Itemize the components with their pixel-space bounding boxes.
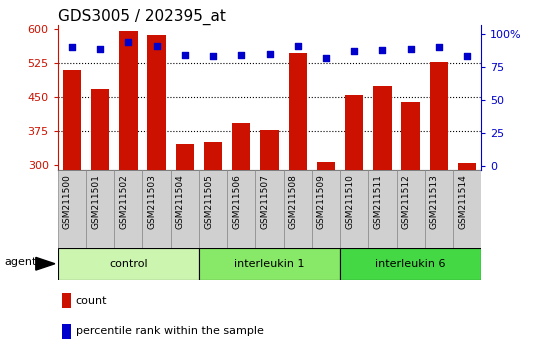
Bar	[175, 144, 194, 170]
Bar	[63, 70, 81, 170]
Point	[180, 52, 189, 58]
FancyBboxPatch shape	[340, 248, 481, 280]
Text: count: count	[75, 296, 107, 306]
Bar	[289, 53, 307, 170]
FancyBboxPatch shape	[58, 170, 86, 248]
Point	[152, 43, 161, 49]
Bar	[373, 86, 392, 170]
Bar	[317, 162, 335, 170]
Text: GSM211504: GSM211504	[176, 174, 185, 229]
Text: GSM211513: GSM211513	[430, 174, 439, 229]
Point	[237, 52, 246, 58]
FancyBboxPatch shape	[199, 170, 227, 248]
Bar	[204, 142, 222, 170]
Point	[208, 53, 217, 59]
Text: percentile rank within the sample: percentile rank within the sample	[75, 326, 263, 336]
FancyBboxPatch shape	[58, 248, 199, 280]
Point	[322, 55, 331, 61]
Text: GSM211508: GSM211508	[289, 174, 298, 229]
FancyBboxPatch shape	[114, 170, 142, 248]
Point	[350, 48, 359, 54]
Bar	[62, 324, 72, 339]
Text: GSM211506: GSM211506	[232, 174, 241, 229]
Text: control: control	[109, 259, 147, 269]
FancyBboxPatch shape	[368, 170, 397, 248]
Text: GSM211505: GSM211505	[204, 174, 213, 229]
FancyBboxPatch shape	[170, 170, 199, 248]
Bar	[402, 102, 420, 170]
Text: agent: agent	[4, 257, 37, 267]
Point	[96, 46, 104, 51]
Text: GSM211511: GSM211511	[373, 174, 382, 229]
FancyBboxPatch shape	[199, 248, 340, 280]
FancyBboxPatch shape	[425, 170, 453, 248]
FancyBboxPatch shape	[312, 170, 340, 248]
Bar	[430, 62, 448, 170]
Point	[406, 46, 415, 51]
Bar	[232, 123, 250, 170]
Bar	[345, 95, 364, 170]
Text: GSM211501: GSM211501	[91, 174, 100, 229]
Text: GSM211512: GSM211512	[402, 174, 411, 229]
Point	[434, 44, 443, 50]
Point	[293, 43, 302, 49]
FancyBboxPatch shape	[340, 170, 368, 248]
Text: GSM211510: GSM211510	[345, 174, 354, 229]
Point	[265, 51, 274, 57]
Text: GDS3005 / 202395_at: GDS3005 / 202395_at	[58, 8, 226, 25]
Text: interleukin 1: interleukin 1	[234, 259, 305, 269]
Text: interleukin 6: interleukin 6	[376, 259, 446, 269]
Point	[124, 39, 133, 45]
Bar	[147, 35, 166, 170]
Point	[68, 44, 76, 50]
FancyBboxPatch shape	[284, 170, 312, 248]
Bar	[62, 293, 72, 308]
FancyBboxPatch shape	[227, 170, 255, 248]
Text: GSM211500: GSM211500	[63, 174, 72, 229]
Text: GSM211509: GSM211509	[317, 174, 326, 229]
Bar	[260, 130, 279, 170]
Polygon shape	[36, 257, 55, 270]
Point	[378, 47, 387, 53]
Bar	[119, 31, 138, 170]
Bar	[91, 89, 109, 170]
Point	[463, 53, 471, 59]
Text: GSM211507: GSM211507	[261, 174, 270, 229]
Text: GSM211503: GSM211503	[147, 174, 157, 229]
FancyBboxPatch shape	[255, 170, 284, 248]
Bar	[458, 163, 476, 170]
Text: GSM211514: GSM211514	[458, 174, 467, 229]
FancyBboxPatch shape	[86, 170, 114, 248]
FancyBboxPatch shape	[397, 170, 425, 248]
FancyBboxPatch shape	[453, 170, 481, 248]
Text: GSM211502: GSM211502	[119, 174, 128, 229]
FancyBboxPatch shape	[142, 170, 170, 248]
